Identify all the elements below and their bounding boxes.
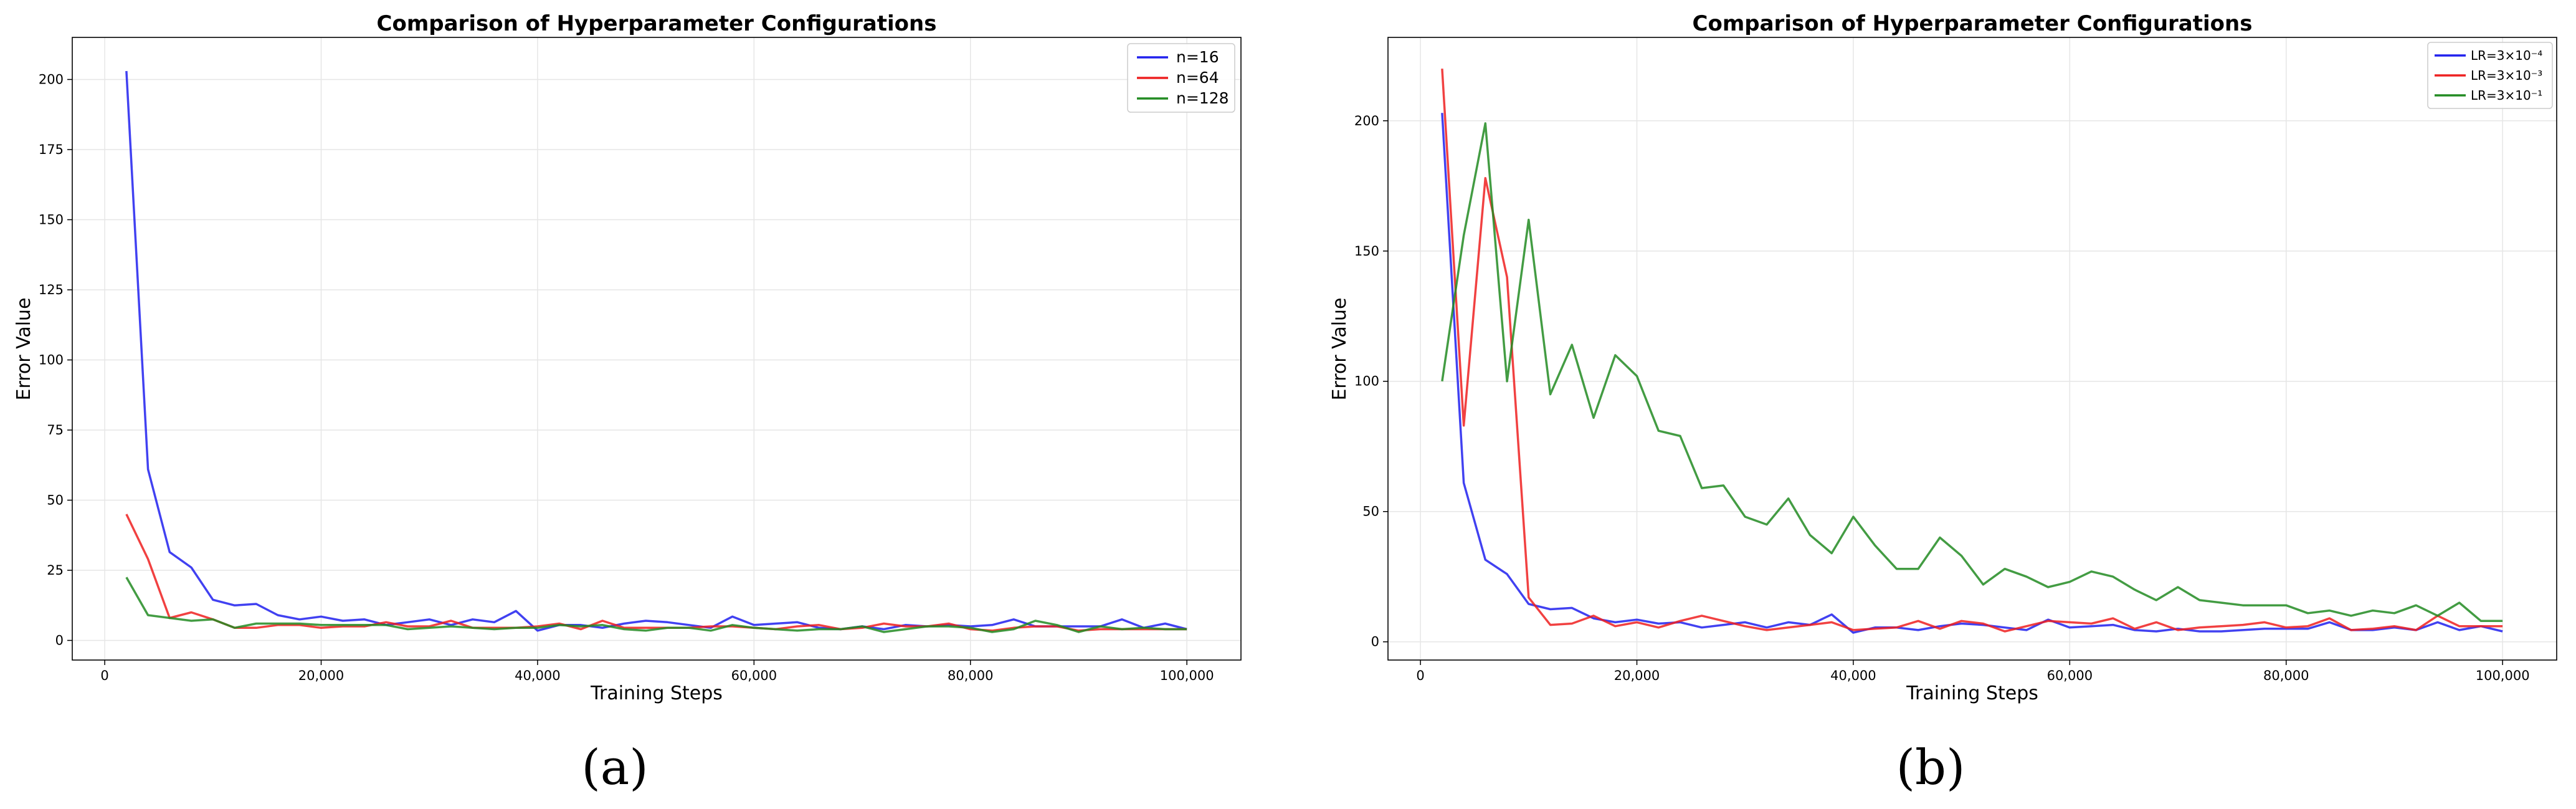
x-tick-label: 100,000: [2476, 668, 2530, 683]
legend-label-lr-2: LR=3×10⁻³: [2471, 68, 2542, 83]
panel-label-b: (b): [1896, 740, 1965, 796]
x-axis-label: Training Steps: [1906, 682, 2038, 704]
axis-ticks: 0 20,000 40,000 60,000 80,000 100,000 0 25 50 75 1…: [39, 72, 1214, 684]
x-tick-label: 20,000: [298, 668, 344, 683]
y-tick-label: 200: [39, 72, 64, 87]
plot-frame: [72, 37, 1242, 661]
chart-panel-b: 0 20,000 40,000 60,000 80,000 100,000 0 50 100 15…: [1329, 11, 2557, 796]
series-lines: [1441, 69, 2503, 634]
x-tick-label: 100,000: [1160, 668, 1214, 683]
x-tick-label: 80,000: [948, 668, 993, 683]
x-tick-label: 60,000: [2047, 668, 2093, 683]
y-tick-label: 200: [1354, 113, 1379, 128]
legend-label-lr-1: LR=3×10⁻⁴: [2471, 48, 2542, 63]
grid-lines: [72, 37, 1241, 660]
series-line-3: [1441, 122, 2503, 623]
y-tick-label: 50: [47, 493, 64, 508]
series-line-1: [125, 70, 1187, 632]
x-tick-label: 40,000: [515, 668, 560, 683]
y-tick-label: 100: [1354, 374, 1379, 389]
series-line-2: [1441, 69, 2503, 633]
y-tick-label: 150: [39, 213, 64, 227]
y-tick-label: 125: [39, 282, 64, 297]
legend-box: [2427, 42, 2553, 109]
legend-label-lr-3: LR=3×10⁻¹: [2471, 88, 2542, 103]
series-line-1: [1441, 113, 2503, 634]
y-tick-label: 150: [1354, 244, 1379, 259]
legend: LR=3×10⁻⁴ LR=3×10⁻³ LR=3×10⁻¹: [2427, 42, 2553, 109]
y-tick-label: 0: [55, 633, 64, 648]
x-tick-label: 40,000: [1830, 668, 1876, 683]
x-tick-label: 0: [1416, 668, 1424, 683]
x-tick-label: 80,000: [2263, 668, 2309, 683]
series-lines: [125, 70, 1187, 633]
legend-label-n64: n=64: [1176, 69, 1219, 87]
x-tick-label: 0: [100, 668, 108, 683]
panel-label-a: (a): [581, 740, 648, 796]
y-axis-label: Error Value: [13, 297, 35, 400]
legend-box: [1127, 43, 1235, 113]
plot-frame: [1387, 37, 2557, 661]
y-tick-label: 50: [1362, 504, 1379, 519]
chart-title: Comparison of Hyperparameter Configurati…: [1693, 11, 2253, 36]
chart-panel-a: 0 20,000 40,000 60,000 80,000 100,000 0 25 50 75 1…: [13, 11, 1242, 796]
x-axis-label: Training Steps: [590, 682, 723, 704]
legend: n=16 n=64 n=128: [1127, 43, 1235, 113]
axis-ticks: 0 20,000 40,000 60,000 80,000 100,000 0 50 100 15…: [1354, 113, 2530, 683]
y-tick-label: 0: [1371, 634, 1379, 649]
x-tick-label: 20,000: [1614, 668, 1660, 683]
y-tick-label: 175: [39, 142, 64, 157]
x-tick-label: 60,000: [731, 668, 777, 683]
y-tick-label: 75: [47, 423, 64, 438]
chart-title: Comparison of Hyperparameter Configurati…: [377, 11, 937, 36]
series-line-2: [125, 514, 1187, 632]
y-tick-label: 100: [39, 353, 64, 368]
legend-label-n128: n=128: [1176, 89, 1229, 107]
legend-label-n16: n=16: [1176, 48, 1219, 66]
series-line-3: [125, 577, 1187, 633]
grid-lines: [1388, 37, 2557, 660]
y-tick-label: 25: [47, 563, 64, 578]
y-axis-label: Error Value: [1329, 297, 1351, 400]
